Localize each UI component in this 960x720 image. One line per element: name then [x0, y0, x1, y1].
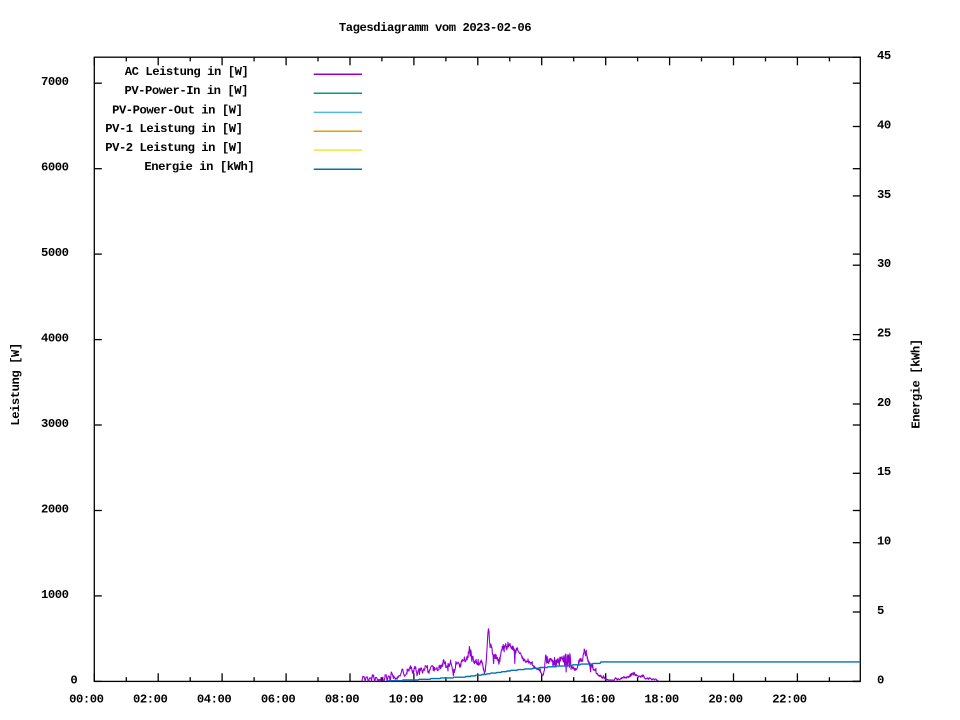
svg-text:0: 0: [70, 673, 77, 687]
svg-text:08:00: 08:00: [325, 693, 359, 707]
svg-text:4000: 4000: [41, 332, 69, 346]
svg-text:14:00: 14:00: [517, 693, 551, 707]
svg-text:5000: 5000: [41, 246, 69, 260]
svg-text:10:00: 10:00: [389, 693, 423, 707]
svg-text:02:00: 02:00: [133, 693, 167, 707]
svg-text:7000: 7000: [41, 75, 69, 89]
svg-text:20:00: 20:00: [708, 693, 742, 707]
svg-text:04:00: 04:00: [197, 693, 231, 707]
svg-text:40: 40: [877, 118, 891, 132]
svg-text:18:00: 18:00: [644, 693, 678, 707]
svg-text:35: 35: [877, 188, 891, 202]
svg-text:45: 45: [877, 49, 891, 63]
svg-text:Energie [kWh]: Energie [kWh]: [910, 339, 924, 428]
svg-text:12:00: 12:00: [453, 693, 487, 707]
svg-text:20: 20: [877, 396, 891, 410]
svg-text:PV-2 Leistung in [W]: PV-2 Leistung in [W]: [105, 141, 242, 155]
svg-text:2000: 2000: [41, 502, 69, 516]
svg-text:1000: 1000: [41, 588, 69, 602]
svg-text:15: 15: [877, 465, 891, 479]
svg-text:16:00: 16:00: [581, 693, 615, 707]
svg-text:PV-Power-Out in [W]: PV-Power-Out in [W]: [112, 103, 242, 117]
svg-text:PV-1 Leistung in [W]: PV-1 Leistung in [W]: [105, 122, 242, 136]
svg-text:6000: 6000: [41, 161, 69, 175]
svg-text:10: 10: [877, 535, 891, 549]
svg-text:Energie in [kWh]: Energie in [kWh]: [144, 160, 254, 174]
svg-text:5: 5: [877, 604, 884, 618]
svg-text:PV-Power-In in [W]: PV-Power-In in [W]: [124, 84, 248, 98]
svg-text:Tagesdiagramm vom 2023-02-06: Tagesdiagramm vom 2023-02-06: [339, 21, 531, 35]
svg-text:Leistung [W]: Leistung [W]: [9, 343, 23, 425]
svg-text:25: 25: [877, 327, 891, 341]
svg-text:0: 0: [877, 673, 884, 687]
svg-text:3000: 3000: [41, 417, 69, 431]
svg-text:06:00: 06:00: [261, 693, 295, 707]
svg-text:00:00: 00:00: [69, 693, 103, 707]
svg-text:22:00: 22:00: [772, 693, 806, 707]
svg-text:AC Leistung in [W]: AC Leistung in [W]: [125, 65, 249, 79]
svg-text:30: 30: [877, 257, 891, 271]
